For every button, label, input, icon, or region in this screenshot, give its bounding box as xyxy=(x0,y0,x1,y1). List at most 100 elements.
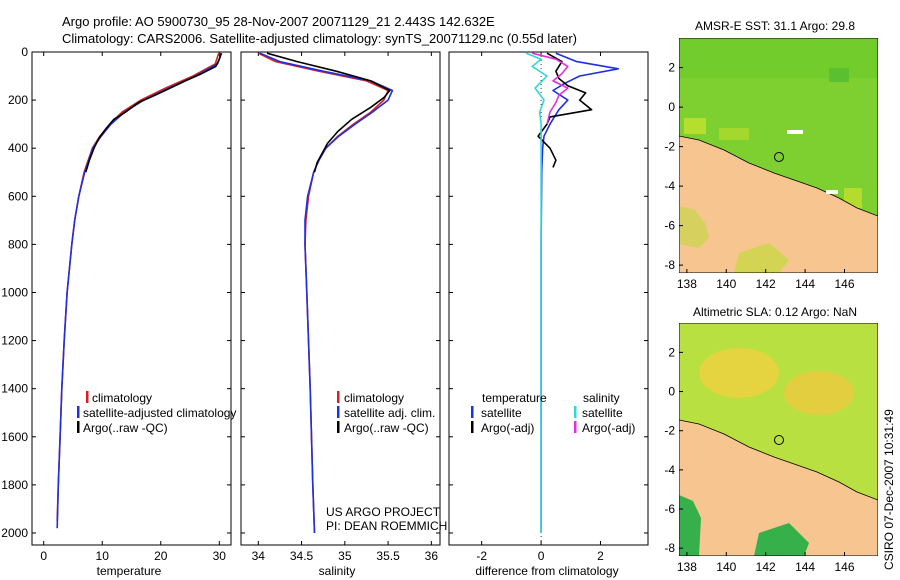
temperature-xlabel: temperature xyxy=(97,564,162,578)
xtick-label: 0 xyxy=(40,549,47,563)
legend-label-climatology: climatology xyxy=(92,391,152,405)
ytick-label: 200 xyxy=(8,93,28,107)
legend-swatch-sal-satellite xyxy=(337,406,340,418)
map-xtick-label: 146 xyxy=(834,277,854,291)
map-ytick-label: -4 xyxy=(664,463,675,477)
map-xtick-label: 144 xyxy=(795,560,815,574)
legend-swatch-sal-climatology xyxy=(337,391,340,403)
xtick-label: 36 xyxy=(425,549,439,563)
map-ytick-label: -8 xyxy=(664,258,675,272)
sla-land-newguinea xyxy=(679,419,878,556)
temperature-legend: climatology satellite-adjusted climatolo… xyxy=(77,391,236,435)
legend-label-diff-temp-argo: Argo(-adj) xyxy=(481,421,534,435)
xtick-label: -2 xyxy=(476,549,487,563)
map-xtick-label: 142 xyxy=(756,277,776,291)
ytick-label: 2000 xyxy=(1,526,28,540)
legend-label-diff-sal-argo: Argo(-adj) xyxy=(582,421,635,435)
legend-swatch-diff-temp-satellite xyxy=(471,406,474,418)
legend-title-temperature: temperature xyxy=(482,391,547,405)
sst-warm-patch-2 xyxy=(719,128,749,140)
difference-legend: temperature satellite Argo(-adj) salinit… xyxy=(471,391,635,435)
map-ytick-label: 0 xyxy=(668,385,675,399)
sla-high-patch-1 xyxy=(699,348,779,398)
sst-cloud-gap-1 xyxy=(787,130,803,134)
figure-title-line1: Argo profile: AO 5900730_95 28-Nov-2007 … xyxy=(62,14,495,29)
ytick-label: 1800 xyxy=(1,478,28,492)
sla-map-title: Altimetric SLA: 0.12 Argo: NaN xyxy=(693,305,857,319)
temperature-panel: 0 10 20 30 0 200 400 600 800 1000 1200 1400 1600 1800… xyxy=(1,45,236,578)
map-xtick-label: 144 xyxy=(795,277,815,291)
xtick-label: 10 xyxy=(96,549,110,563)
sst-map-panel: AMSR-E SST: 31.1 Argo: 29.8 138 140 xyxy=(664,19,878,291)
sla-high-patch-2 xyxy=(784,371,854,415)
map-ytick-label: -6 xyxy=(664,502,675,516)
project-line2: PI: DEAN ROEMMICH xyxy=(326,519,447,533)
xtick-label: 0 xyxy=(538,549,545,563)
map-ytick-label: -2 xyxy=(664,424,675,438)
legend-swatch-climatology xyxy=(86,391,89,403)
map-xtick-label: 138 xyxy=(677,277,697,291)
xtick-label: 20 xyxy=(154,549,168,563)
series-line-argo-raw-qc xyxy=(85,52,222,173)
map-xtick-label: 140 xyxy=(716,560,736,574)
map-xtick-label: 146 xyxy=(834,560,854,574)
xtick-label: 34 xyxy=(252,549,266,563)
creation-stamp: CSIRO 07-Dec-2007 10:31:49 xyxy=(882,409,896,570)
map-ytick-label: -2 xyxy=(664,140,675,154)
sst-cloud-gap-2 xyxy=(826,190,838,194)
salinity-axes-frame xyxy=(240,51,441,546)
xtick-label: 35 xyxy=(338,549,352,563)
sst-warm-patch-1 xyxy=(684,118,706,134)
xtick-label: 30 xyxy=(213,549,227,563)
legend-swatch-diff-sal-satellite xyxy=(574,406,577,418)
legend-swatch-sal-argo xyxy=(337,421,340,433)
legend-label-satellite-adjusted: satellite-adjusted climatology xyxy=(83,406,236,420)
legend-swatch-diff-temp-argo xyxy=(471,421,474,433)
xtick-label: 2 xyxy=(597,549,604,563)
map-xtick-label: 138 xyxy=(677,560,697,574)
legend-swatch-satellite-adjusted xyxy=(77,406,80,418)
map-ytick-label: -8 xyxy=(664,541,675,555)
map-ytick-label: 2 xyxy=(668,61,675,75)
temperature-axes-frame xyxy=(31,51,232,546)
sla-argo-marker xyxy=(774,435,784,445)
sst-argo-marker xyxy=(774,152,784,162)
sla-sea-patch-south xyxy=(754,523,809,556)
series-line-temperature-argo-adj xyxy=(537,52,593,168)
legend-label-sal-argo: Argo(..raw -QC) xyxy=(344,421,429,435)
ytick-label: 400 xyxy=(8,141,28,155)
sla-sea-patch-sw xyxy=(679,495,701,556)
sst-warm-patch-3 xyxy=(829,68,849,82)
salinity-xlabel: salinity xyxy=(319,564,356,578)
ytick-label: 1200 xyxy=(1,334,28,348)
sla-map-panel: Altimetric SLA: 0.12 Argo: NaN 138 140 142… xyxy=(664,305,878,574)
series-line-salinity-argo-adj xyxy=(532,52,569,125)
legend-label-sal-climatology: climatology xyxy=(344,391,404,405)
sst-land-island-west xyxy=(679,206,709,248)
xtick-label: 34.5 xyxy=(290,549,314,563)
project-line1: US ARGO PROJECT xyxy=(326,505,441,519)
sst-land-newguinea xyxy=(679,135,878,273)
xtick-label: 35.5 xyxy=(376,549,400,563)
sst-land-island-south xyxy=(734,243,789,273)
legend-label-sal-satellite: satellite adj. clim. xyxy=(344,406,435,420)
legend-label-diff-temp-satellite: satellite xyxy=(481,406,522,420)
ytick-label: 0 xyxy=(21,45,28,59)
legend-swatch-argo xyxy=(77,421,80,433)
map-ytick-label: 0 xyxy=(668,100,675,114)
difference-axes-frame xyxy=(448,51,649,546)
sst-map-title: AMSR-E SST: 31.1 Argo: 29.8 xyxy=(695,19,855,33)
map-ytick-label: -6 xyxy=(664,219,675,233)
ytick-label: 1600 xyxy=(1,430,28,444)
legend-label-diff-sal-satellite: satellite xyxy=(582,406,623,420)
map-xtick-label: 140 xyxy=(716,277,736,291)
legend-swatch-diff-sal-argo xyxy=(574,421,577,433)
difference-panel: -2 0 2 difference from climatology tempera… xyxy=(448,51,649,578)
series-line-salinity-satellite xyxy=(525,52,548,533)
ytick-label: 800 xyxy=(8,237,28,251)
series-line-argo-raw-qc xyxy=(266,52,391,173)
ytick-label: 600 xyxy=(8,189,28,203)
figure-title-line2: Climatology: CARS2006. Satellite-adjuste… xyxy=(62,31,577,46)
difference-xlabel: difference from climatology xyxy=(475,564,618,578)
map-ytick-label: 2 xyxy=(668,345,675,359)
